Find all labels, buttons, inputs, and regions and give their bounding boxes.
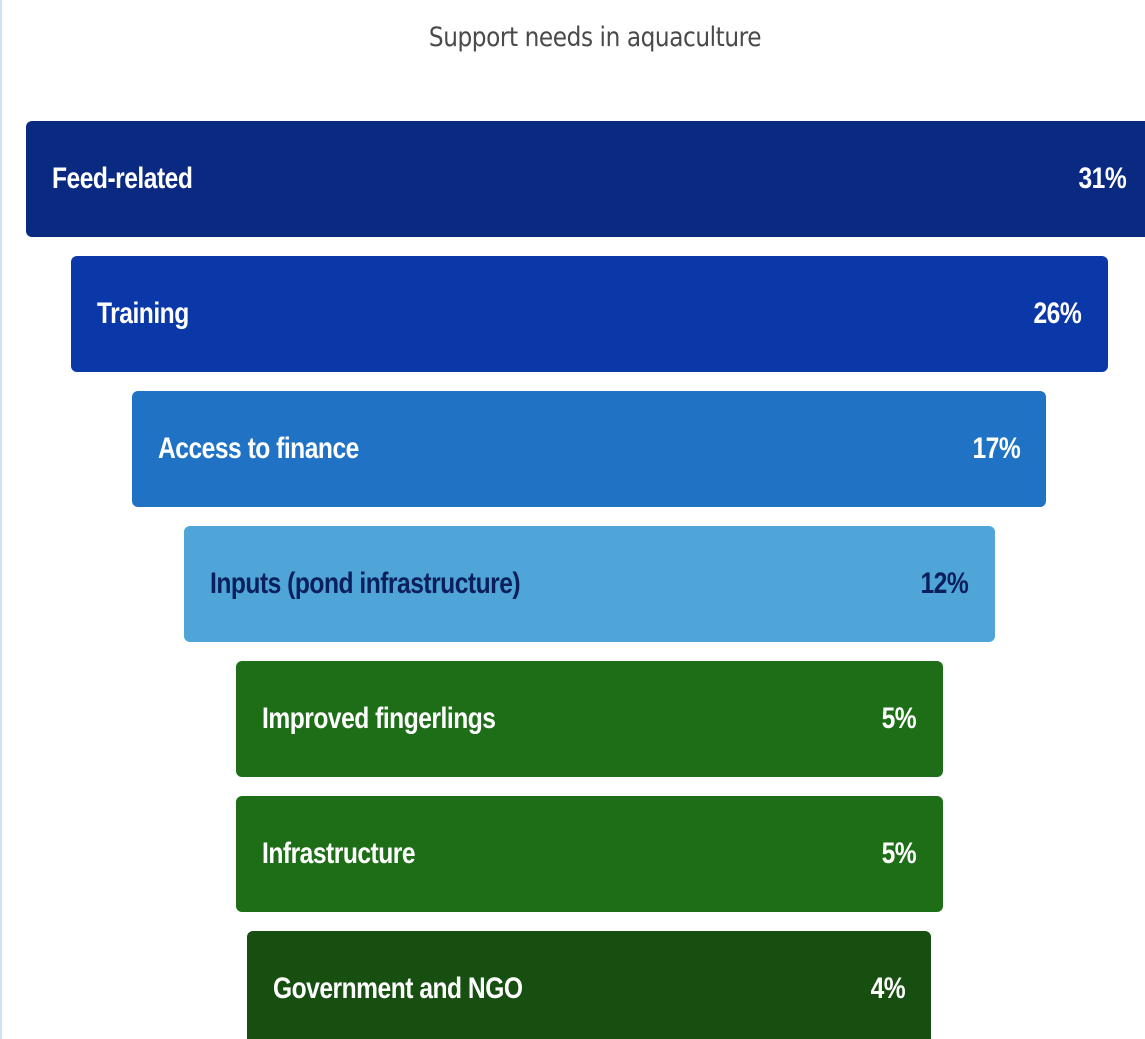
funnel-bar-label: Access to finance <box>158 432 359 465</box>
funnel-bar-label: Training <box>96 297 189 330</box>
funnel-bar-label: Government and NGO <box>273 972 523 1005</box>
funnel-bar-value: 26% <box>1033 297 1082 330</box>
funnel-bar: Improved fingerlings 5% <box>235 661 943 777</box>
funnel-bar-value: 4% <box>870 972 905 1005</box>
funnel-bar: Infrastructure 5% <box>235 796 943 912</box>
funnel-bar: Training 26% <box>70 256 1108 372</box>
funnel-bar: Access to finance 17% <box>132 391 1046 507</box>
funnel-bar-value: 31% <box>1078 162 1126 195</box>
funnel-bar-label: Feed-related <box>52 162 193 195</box>
funnel-bar: Feed-related 31% <box>26 121 1145 237</box>
funnel-bar: Government and NGO 4% <box>247 931 931 1039</box>
funnel-bar-value: 12% <box>920 567 969 600</box>
funnel-bar-value: 5% <box>881 702 917 735</box>
funnel-bar: Inputs (pond infrastructure) 12% <box>183 526 995 642</box>
funnel-bar-label: Infrastructure <box>261 837 416 870</box>
funnel-bar-value: 17% <box>972 432 1020 465</box>
funnel-bar-label: Improved fingerlings <box>261 702 496 735</box>
chart-title: Support needs in aquaculture <box>428 22 762 53</box>
funnel-bar-label: Inputs (pond infrastructure) <box>209 567 521 600</box>
left-border <box>0 0 2 1039</box>
funnel-bar-value: 5% <box>881 837 917 870</box>
